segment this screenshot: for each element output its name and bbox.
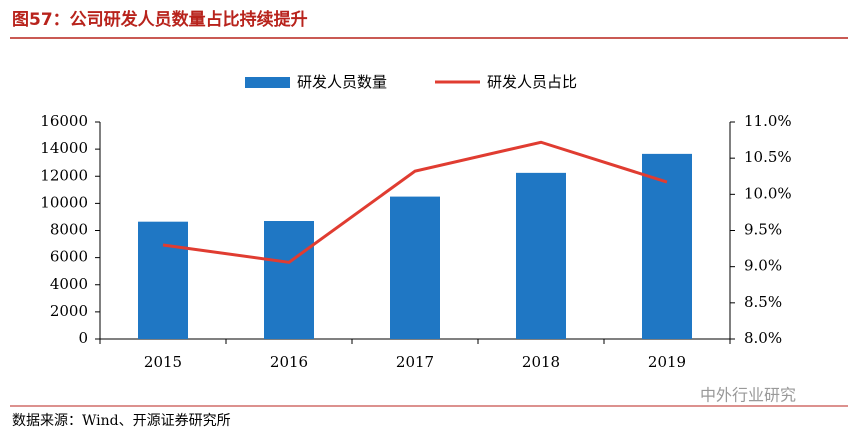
bar xyxy=(390,196,440,339)
y2-tick-label: 9.5% xyxy=(744,221,782,239)
bar xyxy=(138,221,188,339)
y2-tick-label: 8.5% xyxy=(744,293,782,311)
y-tick-label: 16000 xyxy=(40,112,88,130)
line xyxy=(162,140,668,264)
y-tick-label: 6000 xyxy=(50,248,88,266)
legend-swatch xyxy=(245,77,290,88)
y2-tick-label: 10.5% xyxy=(744,148,792,166)
y-tick-label: 2000 xyxy=(50,302,88,320)
x-tick-label: 2019 xyxy=(648,353,686,371)
x-tick-label: 2018 xyxy=(522,353,560,371)
y2-tick-label: 11.0% xyxy=(744,112,792,130)
legend-label: 研发人员数量 xyxy=(297,73,387,91)
y-tick-label: 8000 xyxy=(50,221,88,239)
legend-label: 研发人员占比 xyxy=(487,73,577,91)
source-note: 数据来源：Wind、开源证券研究所 xyxy=(12,413,231,429)
y2-tick-label: 10.0% xyxy=(744,184,792,202)
bar xyxy=(516,172,566,339)
y-tick-label: 4000 xyxy=(50,275,88,293)
y-tick-label: 10000 xyxy=(40,193,88,211)
chart-title: 图57：公司研发人员数量占比持续提升 xyxy=(12,9,308,30)
y2-tick-label: 8.0% xyxy=(744,329,782,347)
y-tick-label: 0 xyxy=(78,329,88,347)
watermark: 中外行业研究 xyxy=(700,386,796,405)
x-tick-label: 2017 xyxy=(396,353,434,371)
bar xyxy=(642,153,692,339)
y2-tick-label: 9.0% xyxy=(744,257,782,275)
y-tick-label: 12000 xyxy=(40,166,88,184)
x-tick-label: 2016 xyxy=(270,353,308,371)
x-tick-label: 2015 xyxy=(144,353,182,371)
y-tick-label: 14000 xyxy=(40,139,88,157)
bar xyxy=(264,221,314,339)
